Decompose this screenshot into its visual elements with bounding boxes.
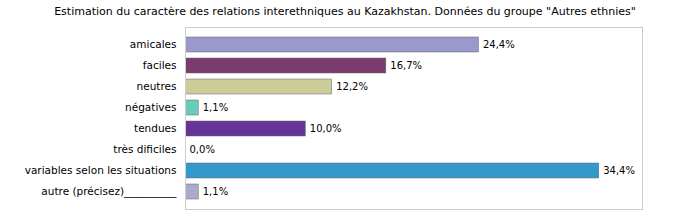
svg-text:0,0%: 0,0% [190,144,215,155]
svg-text:autre (précisez)__________: autre (précisez)__________ [41,185,177,198]
svg-text:10,0%: 10,0% [310,123,342,134]
svg-text:16,7%: 16,7% [390,60,422,71]
svg-text:très dificiles: très dificiles [113,143,176,155]
svg-text:neutres: neutres [137,80,177,92]
svg-text:variables selon les situations: variables selon les situations [25,164,177,176]
svg-text:négatives: négatives [125,101,176,113]
svg-text:faciles: faciles [143,59,177,71]
svg-text:12,2%: 12,2% [336,81,368,92]
svg-text:1,1%: 1,1% [203,102,228,113]
svg-text:tendues: tendues [134,122,176,134]
svg-text:24,4%: 24,4% [483,39,515,50]
svg-text:34,4%: 34,4% [603,165,635,176]
svg-text:amicales: amicales [130,38,177,50]
svg-text:1,1%: 1,1% [203,186,228,197]
html-text:Estimation du caractère des re: Estimation du caractère des relations in… [54,5,636,18]
